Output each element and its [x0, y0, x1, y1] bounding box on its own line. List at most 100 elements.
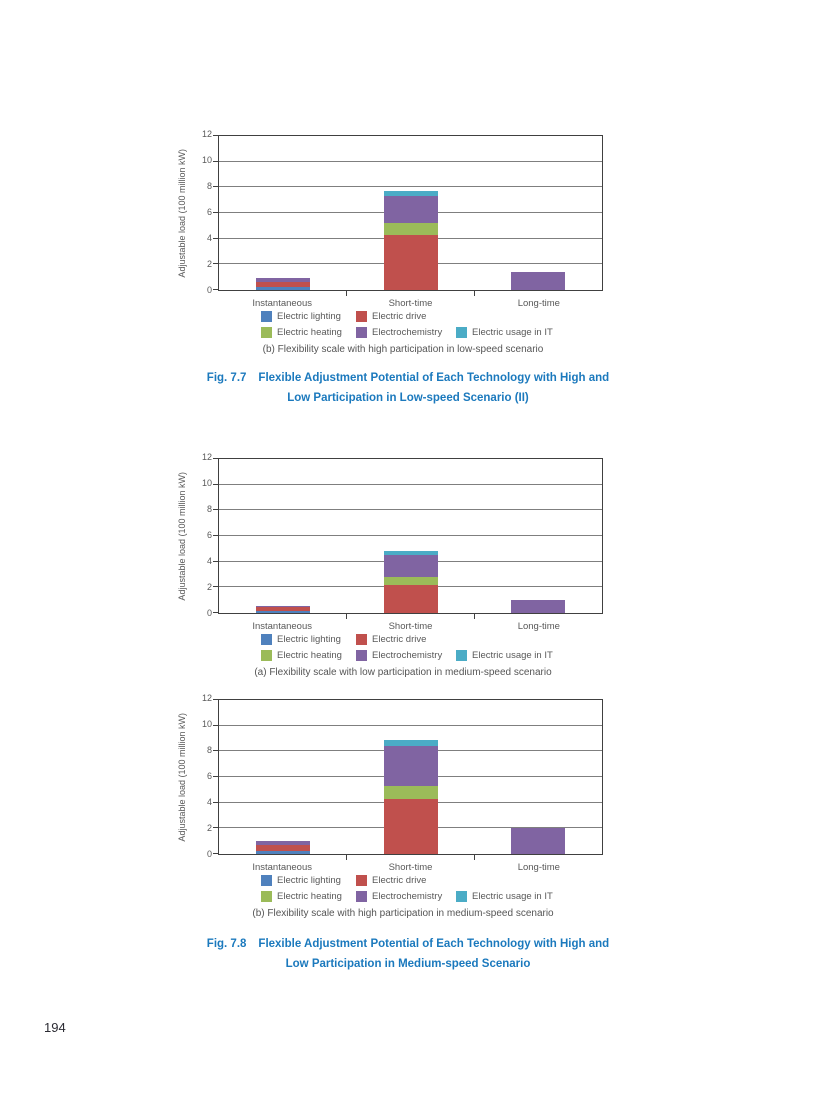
y-tick-mark: [213, 160, 218, 162]
legend-swatch-it: [456, 326, 467, 338]
bar-segment-heating: [383, 222, 438, 236]
legend-item-lighting: Electric lighting: [261, 311, 341, 322]
category-label: Instantaneous: [252, 862, 312, 873]
legend-row: Electric heating Electrochemistry Electric…: [183, 890, 623, 907]
bar-segment-electrochemistry: [255, 605, 310, 608]
legend-swatch-it: [456, 890, 467, 902]
bar-segment-lighting: [255, 287, 310, 290]
bar-segment-electrochemistry: [511, 272, 566, 290]
y-tick-mark: [213, 724, 218, 726]
legend-swatch-drive: [356, 875, 367, 886]
legend-label: Electric drive: [372, 634, 427, 645]
bar-long-time: [511, 459, 566, 613]
chart-legend: Electric lighting Electric drive Electric …: [183, 311, 623, 342]
legend-swatch-heating: [261, 890, 272, 902]
figure-title-text: Flexible Adjustment Potential of Each Te…: [258, 938, 610, 950]
legend-row: Electric heating Electrochemistry Electric…: [183, 649, 623, 666]
y-tick-label: 0: [206, 849, 212, 859]
legend-label: Electric usage in IT: [472, 890, 553, 902]
x-tick-mark: [346, 855, 348, 860]
legend-item-electrochemistry: Electrochemistry: [356, 649, 442, 661]
y-axis-ticks: 0 2 4 6 8 10 12: [183, 693, 212, 859]
legend-label: Electric usage in IT: [472, 326, 553, 338]
y-tick-mark: [213, 135, 218, 136]
legend-item-heating: Electric heating: [261, 649, 342, 661]
bar-segment-it: [383, 191, 438, 197]
legend-label: Electrochemistry: [372, 326, 443, 338]
bar-segment-heating: [383, 577, 438, 585]
page-number: 194: [44, 1020, 66, 1035]
chart-low-speed-high-participation: Adjustable load (100 million kW) 0 2 4 6 8 10…: [177, 129, 623, 362]
x-axis-categories: Instantaneous Short-time Long-time: [218, 621, 603, 633]
y-tick-label: 8: [206, 745, 212, 755]
legend-row: Electric heating Electrochemistry Electric…: [183, 326, 623, 343]
bar-short-time: [383, 136, 438, 290]
y-tick-mark: [213, 699, 218, 700]
legend-swatch-heating: [261, 649, 272, 661]
figure-caption-line1: Fig. 7.7 Flexible Adjustment Potential o…: [0, 368, 816, 388]
bar-instantaneous: [255, 459, 310, 613]
y-tick-label: 8: [206, 181, 212, 191]
y-tick-mark: [213, 560, 218, 562]
y-tick-mark: [213, 776, 218, 777]
legend-row: Electric lighting Electric drive: [183, 311, 623, 327]
bar-segment-drive: [383, 584, 438, 613]
figure-caption-line2: Low Participation in Medium-speed Scenar…: [285, 958, 531, 970]
bar-segment-lighting: [255, 851, 310, 854]
legend-label: Electric heating: [277, 649, 342, 661]
category-label: Long-time: [517, 298, 560, 309]
y-tick-mark: [213, 212, 218, 213]
bar-segment-electrochemistry: [511, 600, 566, 613]
y-tick-label: 12: [201, 693, 212, 703]
legend-swatch-drive: [356, 634, 367, 645]
category-label: Short-time: [388, 298, 433, 309]
bar-segment-drive: [383, 235, 438, 290]
gridline: [219, 186, 602, 188]
bar-segment-it: [383, 550, 438, 556]
legend-label: Electric usage in IT: [472, 649, 553, 661]
legend-item-it: Electric usage in IT: [456, 890, 553, 902]
y-tick-label: 4: [206, 556, 212, 566]
figure-label: Fig. 7.7: [206, 372, 247, 384]
legend-label: Electric heating: [277, 890, 342, 902]
chart-medium-speed-low-participation: Adjustable load (100 million kW) 0 2 4 6 8 10…: [177, 452, 623, 685]
y-tick-mark: [213, 750, 218, 752]
figure-7-8-caption: Fig. 7.8 Flexible Adjustment Potential o…: [0, 934, 816, 974]
y-tick-mark: [213, 801, 218, 803]
y-tick-label: 10: [201, 478, 212, 488]
legend-item-drive: Electric drive: [356, 311, 426, 322]
y-tick-label: 10: [201, 719, 212, 729]
x-axis-categories: Instantaneous Short-time Long-time: [218, 862, 603, 874]
legend-swatch-it: [456, 649, 467, 661]
chart-legend: Electric lighting Electric drive Electric …: [183, 875, 623, 906]
y-tick-label: 10: [201, 155, 212, 165]
legend-swatch-lighting: [261, 634, 272, 645]
bar-segment-drive: [255, 607, 310, 612]
bar-segment-lighting: [255, 611, 310, 613]
bar-segment-electrochemistry: [383, 555, 438, 578]
y-tick-label: 4: [206, 233, 212, 243]
bar-segment-drive: [255, 845, 310, 852]
bar-segment-drive: [383, 798, 438, 854]
plot-area: [213, 699, 603, 860]
x-axis-categories: Instantaneous Short-time Long-time: [218, 298, 603, 310]
y-axis-ticks: 0 2 4 6 8 10 12: [183, 452, 212, 618]
gridline: [219, 509, 602, 511]
legend-label: Electric drive: [372, 875, 427, 886]
y-tick-label: 8: [206, 504, 212, 514]
plot-area: [213, 135, 603, 296]
legend-item-electrochemistry: Electrochemistry: [356, 890, 442, 902]
chart-subcaption: (b) Flexibility scale with high particip…: [252, 908, 554, 919]
chart-legend: Electric lighting Electric drive Electric …: [183, 634, 623, 665]
legend-item-lighting: Electric lighting: [261, 634, 341, 645]
y-tick-label: 4: [206, 797, 212, 807]
y-tick-mark: [213, 289, 218, 290]
bar-segment-electrochemistry: [383, 196, 438, 223]
y-tick-label: 12: [201, 129, 212, 139]
legend-swatch-lighting: [261, 311, 272, 322]
bar-long-time: [511, 136, 566, 290]
chart-subcaption: (b) Flexibility scale with high particip…: [262, 344, 544, 355]
legend-row: Electric lighting Electric drive: [183, 875, 623, 891]
bar-segment-electrochemistry: [383, 746, 438, 786]
legend-swatch-electrochemistry: [356, 890, 367, 902]
